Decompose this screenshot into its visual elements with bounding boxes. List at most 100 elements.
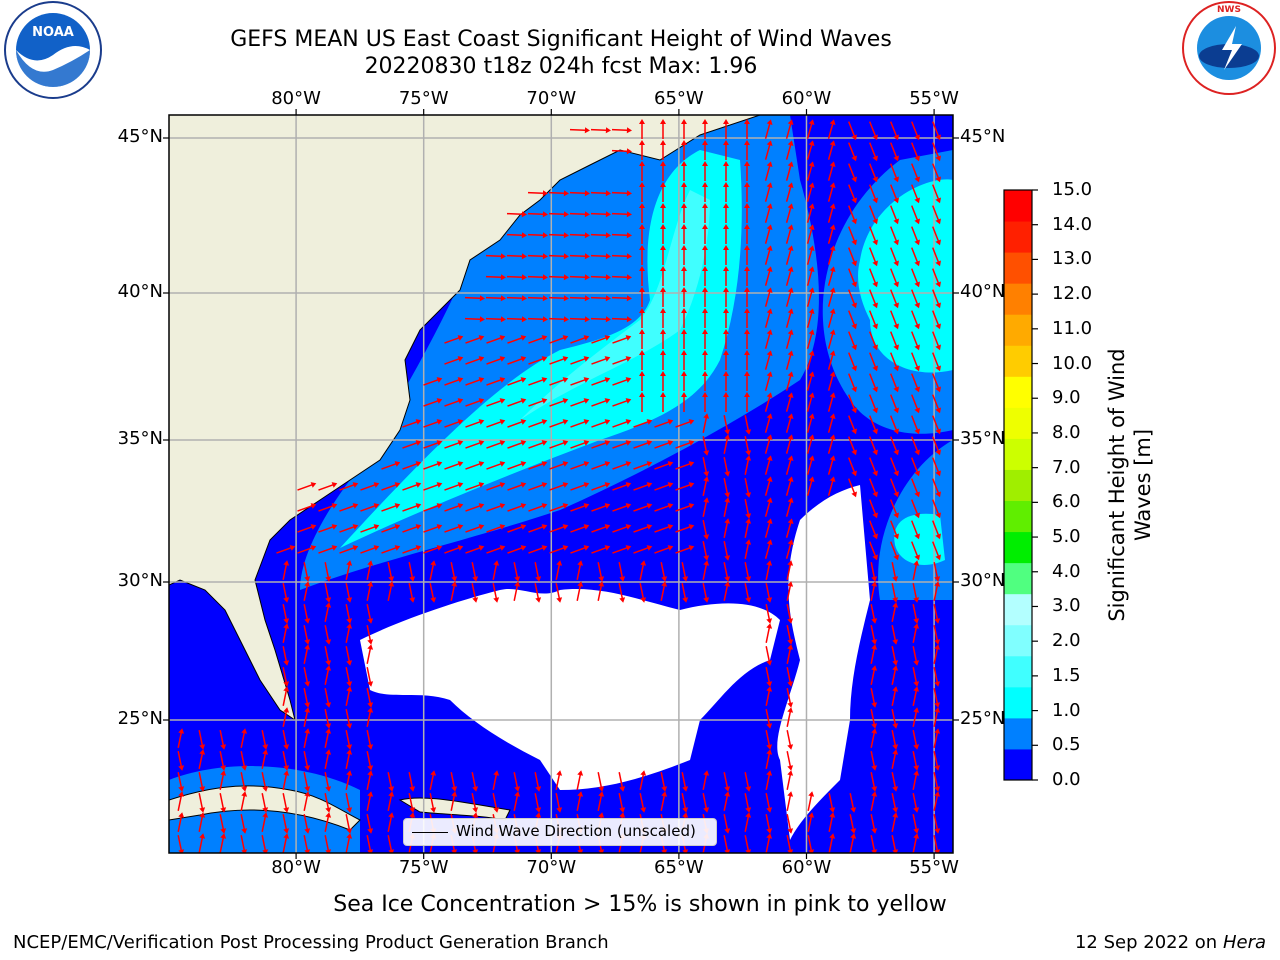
wave-arrow	[933, 604, 939, 622]
wave-arrowhead	[304, 786, 311, 792]
wave-arrow	[911, 226, 919, 244]
wave-arrowhead	[220, 770, 227, 776]
wave-arrowhead	[934, 618, 941, 624]
wave-arrow	[324, 730, 330, 748]
wave-arrowhead	[829, 182, 836, 188]
wave-arrowhead	[808, 224, 815, 230]
wave-arrow	[912, 604, 918, 622]
wave-arrowhead	[934, 576, 941, 582]
colorbar-tick-label: 13.0	[1052, 248, 1093, 270]
wave-arrowhead	[304, 576, 311, 582]
wave-arrowhead	[563, 232, 569, 239]
wave-arrowhead	[283, 744, 290, 750]
wave-arrowhead	[744, 119, 750, 124]
wave-arrow	[387, 814, 393, 832]
wave-arrowhead	[892, 807, 899, 813]
colorbar-segment	[1004, 593, 1032, 626]
wave-arrowhead	[766, 623, 773, 629]
wave-arrowhead	[430, 597, 437, 603]
wave-arrowhead	[667, 440, 674, 446]
wave-arrowhead	[352, 524, 359, 530]
wave-arrow	[911, 205, 919, 223]
wave-arrowhead	[682, 597, 689, 603]
wave-arrowhead	[892, 660, 899, 666]
wave-arrowhead	[605, 232, 611, 239]
wave-arrowhead	[639, 203, 645, 208]
wave-arrow	[429, 583, 435, 601]
wave-arrow	[912, 835, 918, 853]
wave-arrowhead	[367, 828, 374, 834]
lon-tick-label-bottom: 75°W	[398, 857, 449, 878]
wave-arrowhead	[241, 849, 248, 853]
wave-arrowhead	[829, 161, 836, 167]
wave-arrowhead	[913, 770, 920, 776]
wave-arrowhead	[703, 560, 710, 566]
wave-arrowhead	[935, 407, 941, 414]
wave-arrowhead	[892, 597, 899, 603]
wave-arrowhead	[626, 148, 632, 155]
wave-arrowhead	[702, 182, 708, 187]
wave-arrow	[848, 142, 856, 160]
wave-arrowhead	[178, 786, 185, 792]
wave-arrow	[555, 562, 561, 580]
wave-arrowhead	[914, 491, 920, 498]
wave-arrowhead	[352, 545, 359, 551]
wave-arrowhead	[457, 335, 464, 341]
wave-arrow	[660, 562, 666, 580]
wave-arrowhead	[457, 524, 464, 530]
wave-arrowhead	[472, 576, 479, 582]
wave-arrow	[933, 709, 939, 727]
wave-arrowhead	[872, 176, 878, 183]
wave-arrowhead	[367, 849, 374, 853]
wave-arrowhead	[787, 828, 794, 834]
wave-arrowhead	[766, 560, 773, 566]
wave-arrow	[702, 478, 708, 496]
wave-arrow	[891, 793, 897, 811]
wave-arrowhead	[829, 413, 836, 419]
wave-arrowhead	[681, 203, 687, 208]
wave-arrow	[282, 667, 288, 685]
wave-arrowhead	[935, 533, 941, 540]
wave-arrowhead	[604, 482, 611, 488]
wave-arrowhead	[542, 232, 548, 239]
wave-arrowhead	[499, 482, 506, 488]
wave-arrowhead	[871, 849, 878, 853]
wave-arrowhead	[934, 765, 941, 771]
wave-arrowhead	[577, 581, 584, 587]
wave-arrowhead	[871, 723, 878, 729]
wave-arrow	[870, 604, 876, 622]
wave-arrowhead	[562, 440, 569, 446]
wave-arrowhead	[493, 560, 500, 566]
wave-arrowhead	[331, 482, 338, 488]
wave-arrow	[786, 772, 792, 790]
wave-arrow	[891, 583, 897, 601]
wave-arrowhead	[367, 791, 374, 797]
wave-arrowhead	[598, 786, 605, 792]
wave-arrowhead	[766, 182, 773, 188]
wave-arrowhead	[724, 581, 731, 587]
wave-arrow	[387, 793, 393, 811]
wave-arrowhead	[703, 807, 710, 813]
wave-arrowhead	[241, 791, 248, 797]
wave-arrowhead	[283, 597, 290, 603]
wave-arrow	[765, 772, 771, 790]
wave-arrowhead	[409, 576, 416, 582]
wave-arrowhead	[346, 618, 353, 624]
wave-arrow	[366, 709, 372, 727]
wave-arrowhead	[436, 461, 443, 467]
wave-arrow	[702, 499, 708, 517]
wave-arrow	[702, 583, 708, 601]
colorbar-segment	[1004, 717, 1032, 750]
wave-arrow	[597, 583, 603, 601]
nws-logo: NWS	[1182, 1, 1276, 95]
wave-arrowhead	[660, 266, 666, 271]
wave-arrowhead	[893, 449, 899, 456]
wave-arrowhead	[744, 203, 750, 208]
wave-arrowhead	[723, 308, 729, 313]
wave-arrow	[345, 625, 351, 643]
wave-arrow	[869, 205, 877, 223]
wave-arrowhead	[681, 266, 687, 271]
wave-arrowhead	[660, 350, 666, 355]
wave-arrowhead	[787, 455, 794, 461]
wave-arrowhead	[808, 791, 815, 797]
